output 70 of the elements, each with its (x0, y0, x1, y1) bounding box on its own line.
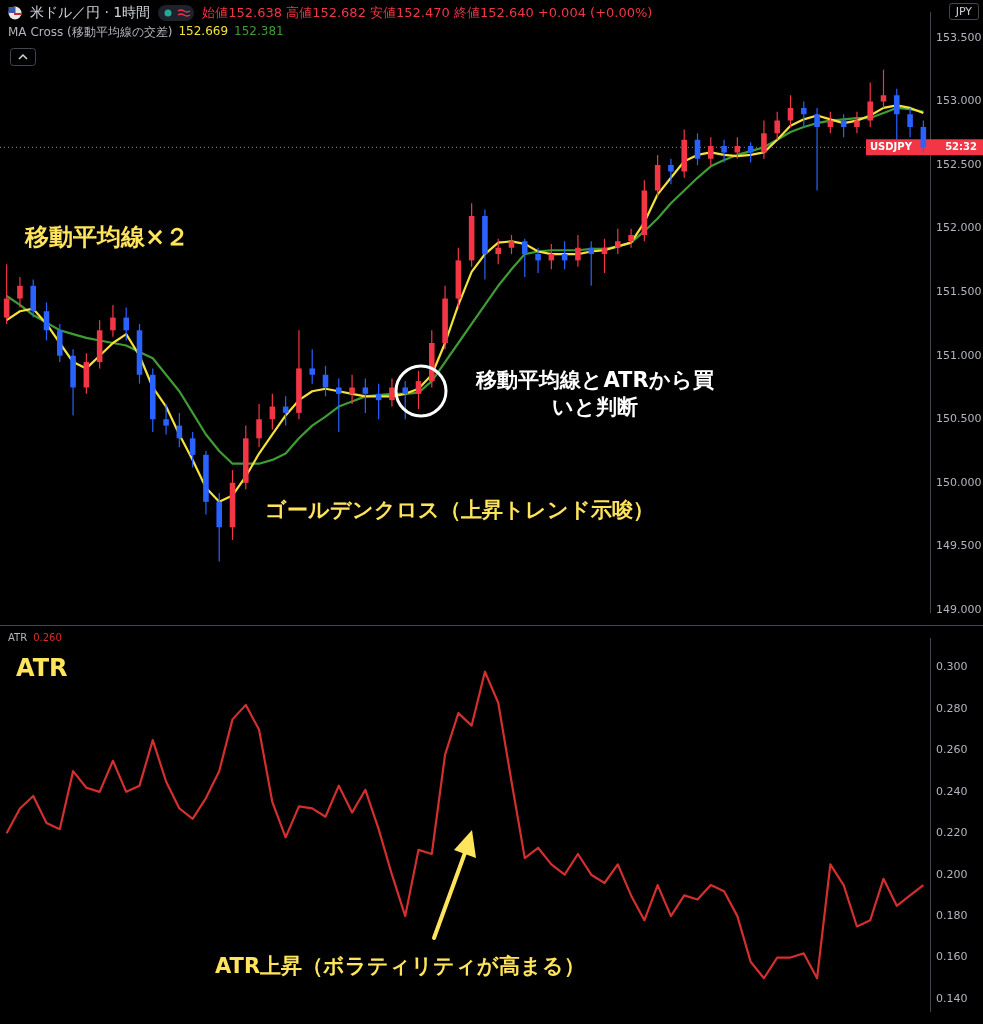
candlestick (123, 306, 129, 342)
y-tick-label: 0.180 (936, 908, 968, 922)
y-tick-label: 0.240 (936, 784, 968, 798)
candlestick (801, 100, 807, 128)
text: 152.381 (234, 24, 284, 40)
annotation: ATR上昇（ボラティリティが高まる） (215, 953, 586, 980)
y-tick-label: 153.500 (936, 30, 982, 44)
y-tick-label: 0.220 (936, 826, 968, 840)
y-tick-label: 153.000 (936, 94, 982, 108)
y-tick-label: 149.500 (936, 539, 982, 553)
candlestick (588, 240, 594, 287)
candlestick (256, 403, 262, 448)
chart-title: 米ドル／円 · 1時間 (30, 4, 151, 22)
y-tick-label: 0.200 (936, 867, 968, 881)
y-tick-label: 152.500 (936, 157, 982, 171)
y-tick-label: 149.000 (936, 602, 982, 616)
y-tick-label: 0.300 (936, 660, 968, 674)
y-tick-label: 150.000 (936, 475, 982, 489)
candlestick (402, 380, 408, 420)
legend-title: ATR (8, 632, 28, 643)
y-tick-label: 0.280 (936, 701, 968, 715)
candlestick (615, 228, 621, 255)
candlestick (110, 304, 116, 338)
candlestick (17, 276, 23, 309)
candlestick (522, 238, 528, 278)
candlestick (867, 81, 873, 128)
candlestick (415, 370, 422, 410)
candlestick (628, 228, 634, 249)
candlestick (774, 111, 780, 141)
y-tick-label: 0.160 (936, 950, 968, 964)
annotation: 移動平均線×２ (25, 222, 190, 253)
y-axis-title: JPY (948, 3, 979, 20)
text: USDJPY 52:32 (870, 140, 977, 152)
y-tick-label: 0.140 (936, 991, 968, 1005)
annotation: ATR (16, 653, 68, 684)
candlestick (3, 263, 10, 325)
candlestick (349, 374, 355, 405)
candlestick (336, 377, 342, 433)
candlestick (907, 107, 913, 138)
candlestick (708, 136, 714, 166)
candlestick (309, 348, 315, 385)
text: 0.260 (33, 632, 62, 643)
candlestick (880, 69, 887, 109)
candlestick (787, 94, 794, 128)
candlestick (495, 238, 501, 265)
y-tick-label: 151.500 (936, 285, 982, 299)
candlestick (535, 247, 541, 274)
candlestick (894, 88, 900, 141)
candlestick (814, 107, 820, 192)
y-tick-label: 0.260 (936, 743, 968, 757)
candlestick (721, 139, 727, 164)
legend-title: MA Cross (移動平均線の交差) (8, 24, 173, 41)
candlestick (389, 377, 395, 408)
candlestick (43, 301, 50, 342)
candlestick (854, 111, 860, 134)
y-tick-label: 150.500 (936, 412, 982, 426)
y-tick-label: 152.000 (936, 221, 982, 235)
text: 152.669 (178, 24, 229, 40)
annotation: ゴールデンクロス（上昇トレンド示唆） (265, 497, 654, 524)
candlestick (761, 120, 767, 160)
candlestick (575, 234, 581, 268)
candlestick (694, 132, 701, 166)
candlestick (668, 158, 674, 185)
candlestick (362, 377, 369, 414)
annotation: 移動平均線とATRから買いと判断 (474, 367, 715, 422)
y-tick-label: 151.000 (936, 348, 982, 362)
candlestick (508, 234, 515, 255)
chart-subtitle: 始値152.638 高値152.682 安値152.470 終値152.640 +0.004 (+0.00%) (202, 4, 653, 22)
candlestick (189, 431, 196, 469)
candlestick (163, 403, 169, 436)
